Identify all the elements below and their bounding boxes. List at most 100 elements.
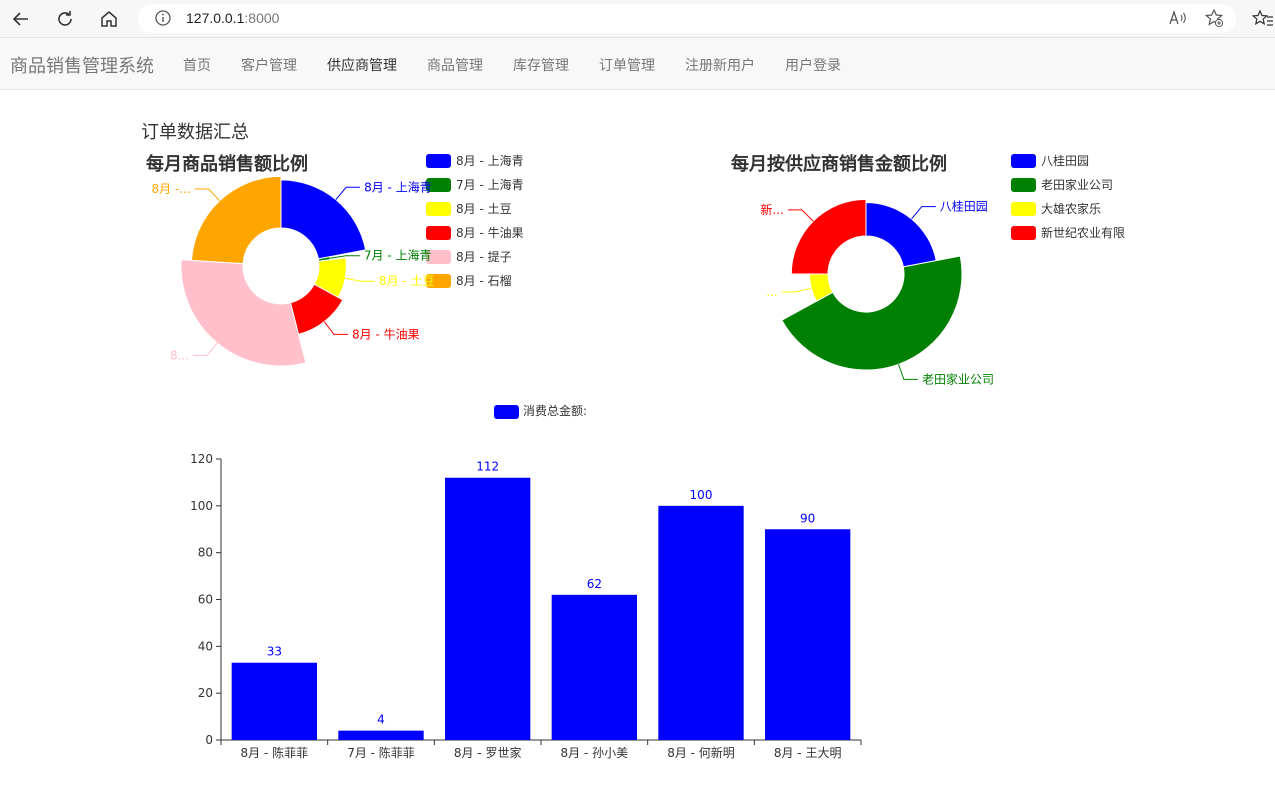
pie-label-line bbox=[194, 188, 221, 202]
browser-toolbar: 127.0.0.1:8000 bbox=[0, 0, 1275, 38]
bar[interactable] bbox=[445, 477, 531, 740]
pie-chart-title: 每月商品销售额比例 bbox=[146, 153, 308, 175]
legend-swatch[interactable] bbox=[1011, 154, 1036, 168]
x-tick-label: 8月 - 孙小美 bbox=[561, 746, 629, 760]
reload-button[interactable] bbox=[52, 6, 78, 32]
legend-label[interactable]: 大雄农家乐 bbox=[1041, 201, 1101, 216]
pie-label-line bbox=[193, 342, 218, 356]
pie-slice-label: ... bbox=[766, 285, 777, 299]
nav-item-customers[interactable]: 客户管理 bbox=[241, 58, 297, 74]
pie-label-line bbox=[330, 255, 360, 259]
pie-slice[interactable] bbox=[191, 175, 282, 265]
y-tick-label: 100 bbox=[190, 499, 213, 513]
home-icon bbox=[101, 11, 117, 27]
y-tick-label: 40 bbox=[198, 639, 213, 653]
favorites-icon bbox=[1252, 9, 1273, 26]
legend-swatch[interactable] bbox=[426, 250, 451, 264]
nav-item-orders[interactable]: 订单管理 bbox=[599, 58, 655, 74]
pie-label-line bbox=[911, 206, 936, 220]
legend-swatch[interactable] bbox=[426, 226, 451, 240]
legend-swatch[interactable] bbox=[426, 274, 451, 288]
y-tick-label: 0 bbox=[205, 733, 213, 747]
legend-swatch[interactable] bbox=[1011, 178, 1036, 192]
bar-value-label: 112 bbox=[476, 460, 499, 474]
pie-slice-label: 8月 - 上海青 bbox=[364, 179, 432, 194]
pie-label-line bbox=[335, 186, 361, 200]
y-tick-label: 20 bbox=[198, 686, 213, 700]
bar-value-label: 4 bbox=[377, 713, 385, 727]
legend-label[interactable]: 八桂田园 bbox=[1041, 153, 1089, 168]
pie-slice-label: 8月 - 土豆 bbox=[379, 274, 435, 288]
pie-slice[interactable] bbox=[180, 259, 307, 367]
pie-label-line bbox=[323, 321, 349, 335]
app-navbar: 商品销售管理系统 首页 客户管理 供应商管理 商品管理 库存管理 订单管理 注册… bbox=[0, 38, 1275, 90]
nav-item-login[interactable]: 用户登录 bbox=[785, 58, 841, 74]
pie-chart-title: 每月按供应商销售金额比例 bbox=[731, 153, 947, 175]
arrow-left-icon bbox=[12, 12, 28, 26]
legend-label[interactable]: 8月 - 上海青 bbox=[456, 153, 524, 168]
legend-label[interactable]: 8月 - 石榴 bbox=[456, 274, 512, 288]
pie-slice-label: 8月 -... bbox=[151, 182, 190, 196]
bar-value-label: 62 bbox=[587, 577, 602, 591]
bar-chart: 消费总金额: 0 20 40 60 80 100 120 33 8月 - 陈菲菲 4 7月 - 陈菲菲… bbox=[190, 403, 862, 760]
url-port: :8000 bbox=[244, 10, 280, 26]
nav-item-home[interactable]: 首页 bbox=[183, 58, 211, 74]
bar-value-label: 100 bbox=[690, 488, 713, 502]
bar-legend-label[interactable]: 消费总金额: bbox=[523, 403, 587, 418]
favorites-button[interactable] bbox=[1250, 6, 1275, 32]
reload-icon bbox=[58, 11, 72, 26]
x-tick-label: 8月 - 王大明 bbox=[774, 746, 842, 760]
pie-chart-1: 每月商品销售额比例 8月 - 上海青 7月 - 上海青 8月 - 土豆 8月 - 牛油果… bbox=[146, 153, 524, 367]
legend-label[interactable]: 8月 - 土豆 bbox=[456, 202, 512, 216]
bar[interactable] bbox=[231, 662, 317, 740]
section-title: 订单数据汇总 bbox=[141, 122, 249, 143]
nav-item-suppliers[interactable]: 供应商管理 bbox=[327, 58, 397, 74]
pie-label-line bbox=[787, 209, 814, 222]
x-tick-label: 8月 - 陈菲菲 bbox=[241, 745, 309, 760]
legend-label[interactable]: 8月 - 牛油果 bbox=[456, 225, 524, 240]
legend-swatch[interactable] bbox=[426, 178, 451, 192]
legend-label[interactable]: 新世纪农业有限 bbox=[1041, 225, 1125, 240]
y-tick-label: 80 bbox=[198, 546, 213, 560]
address-bar[interactable]: 127.0.0.1:8000 bbox=[138, 4, 1236, 33]
y-tick-label: 60 bbox=[198, 593, 213, 607]
x-tick-label: 7月 - 陈菲菲 bbox=[347, 745, 415, 760]
legend-swatch[interactable] bbox=[426, 202, 451, 216]
back-button[interactable] bbox=[8, 6, 34, 32]
pie-slice[interactable] bbox=[280, 179, 367, 260]
pie-label-line bbox=[898, 364, 918, 380]
pie-slice-label: 八桂田园 bbox=[940, 199, 988, 214]
url-host: 127.0.0.1 bbox=[186, 10, 245, 26]
pie-slice[interactable] bbox=[865, 202, 937, 268]
legend-swatch[interactable] bbox=[494, 405, 519, 419]
bar[interactable] bbox=[338, 730, 424, 740]
home-button[interactable] bbox=[96, 6, 122, 32]
brand-title[interactable]: 商品销售管理系统 bbox=[10, 56, 154, 77]
bar-value-label: 33 bbox=[267, 645, 282, 659]
legend-label[interactable]: 7月 - 上海青 bbox=[456, 177, 524, 192]
pie-slice-label: 新... bbox=[760, 202, 783, 217]
add-favorite-icon[interactable] bbox=[1204, 8, 1224, 28]
legend-swatch[interactable] bbox=[426, 154, 451, 168]
pie-slice-label: 8月 - 牛油果 bbox=[352, 326, 420, 341]
nav-item-products[interactable]: 商品管理 bbox=[427, 58, 483, 74]
bar[interactable] bbox=[765, 529, 851, 740]
read-aloud-icon[interactable] bbox=[1168, 9, 1188, 27]
nav-item-register[interactable]: 注册新用户 bbox=[685, 58, 755, 74]
y-tick-label: 120 bbox=[190, 452, 213, 466]
legend-swatch[interactable] bbox=[1011, 202, 1036, 216]
legend-label[interactable]: 8月 - 提子 bbox=[456, 249, 512, 264]
bar[interactable] bbox=[551, 594, 637, 740]
x-tick-label: 8月 - 罗世家 bbox=[454, 745, 522, 760]
info-icon[interactable] bbox=[154, 9, 172, 27]
pie-label-line bbox=[781, 287, 812, 293]
bar-value-label: 90 bbox=[800, 511, 815, 525]
pie-slice[interactable] bbox=[790, 198, 867, 275]
nav-item-inventory[interactable]: 库存管理 bbox=[513, 58, 569, 74]
legend-label[interactable]: 老田家业公司 bbox=[1041, 177, 1113, 192]
url-text[interactable]: 127.0.0.1:8000 bbox=[186, 10, 279, 26]
pie-slice[interactable] bbox=[781, 255, 963, 371]
bar[interactable] bbox=[658, 505, 744, 740]
legend-swatch[interactable] bbox=[1011, 226, 1036, 240]
